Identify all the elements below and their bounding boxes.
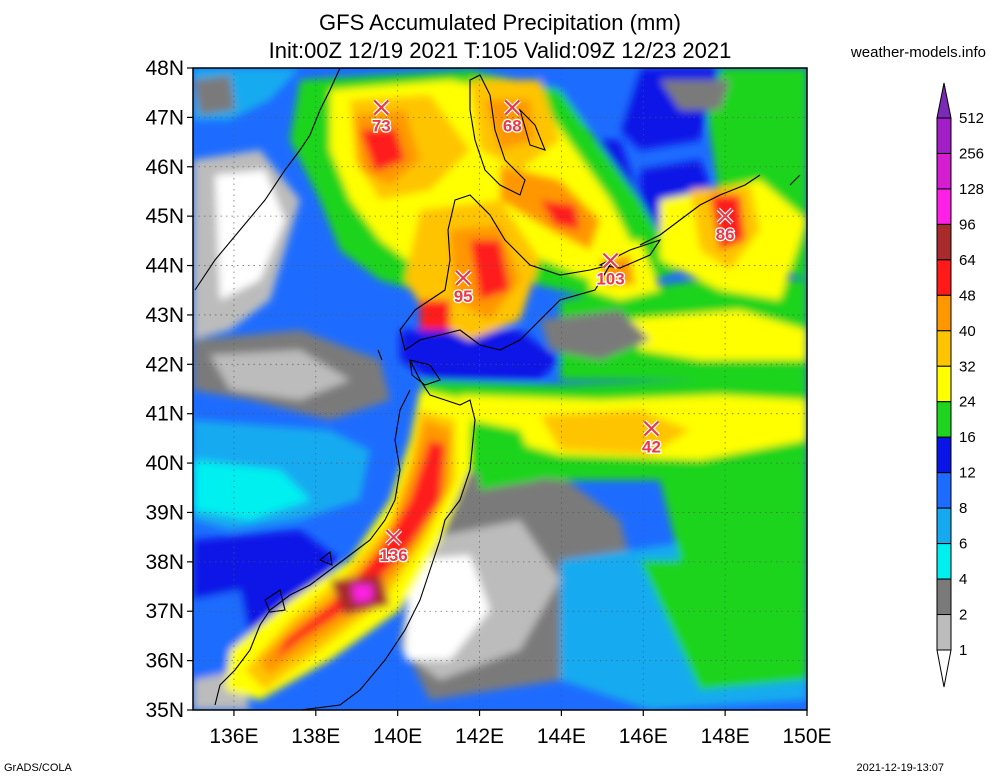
colorbar-swatch (936, 117, 952, 154)
lat-tick-label: 38N (145, 551, 184, 574)
colorbar-label: 64 (959, 252, 976, 269)
colorbar-label: 12 (959, 465, 976, 482)
max-marker: 42 (641, 419, 662, 458)
map-axes: 48N 47N 46N 45N 44N 43N 42N 41N 40N 39N 38N 37N 36N 3… (145, 57, 831, 748)
colorbar-label: 24 (959, 394, 976, 411)
max-marker: 95 (452, 269, 474, 307)
colorbar-swatch (936, 259, 952, 296)
colorbar-swatch (936, 365, 952, 403)
lon-tick-label: 136E (209, 725, 258, 748)
lat-tick-label: 45N (145, 205, 184, 228)
colorbar-label: 16 (959, 429, 976, 446)
lon-tick-label: 146E (619, 725, 668, 748)
colorbar-bottom-arrow (936, 649, 952, 688)
lon-tick-label: 140E (373, 725, 422, 748)
colorbar-label: 4 (959, 571, 967, 588)
max-marker: 73 (371, 98, 392, 137)
colorbar-swatch (936, 330, 952, 367)
colorbar-label: 512 (959, 110, 984, 127)
colorbar-label: 6 (959, 536, 967, 553)
marker-value: 42 (642, 438, 661, 457)
marker-cross-icon (373, 99, 390, 116)
colorbar-swatch (936, 294, 952, 332)
lat-tick-label: 40N (145, 452, 184, 475)
lat-tick-label: 43N (145, 304, 184, 327)
coastlines (194, 68, 801, 710)
marker-cross-icon (602, 252, 619, 269)
colorbar-label: 2 (959, 607, 967, 624)
footer-software: GrADS/COLA (4, 762, 72, 774)
lon-tick-label: 150E (782, 725, 831, 748)
colorbar-label: 8 (959, 500, 967, 517)
marker-value: 103 (596, 270, 624, 289)
colorbar-swatch (936, 543, 952, 580)
lon-tick-label: 148E (701, 725, 750, 748)
colorbar-label: 40 (959, 323, 976, 340)
colorbar-label: 32 (959, 358, 976, 375)
site-credit: weather-models.info (850, 44, 986, 61)
lat-tick-label: 41N (145, 403, 184, 426)
marker-cross-icon (455, 270, 471, 286)
lat-tick-label: 44N (145, 255, 184, 278)
lon-tick-label: 144E (537, 725, 586, 748)
lat-tick-label: 36N (145, 650, 184, 673)
max-marker: 103 (595, 252, 626, 290)
colorbar-label: 1 (959, 642, 967, 659)
precip-field (193, 68, 807, 710)
max-marker: 86 (714, 207, 736, 245)
colorbar-swatch (936, 401, 952, 438)
marker-cross-icon (643, 420, 660, 437)
marker-value: 68 (503, 117, 522, 136)
marker-cross-icon (385, 529, 402, 545)
lat-tick-label: 42N (145, 353, 184, 376)
colorbar-swatch (936, 436, 952, 474)
chart-title: GFS Accumulated Precipitation (mm) (319, 10, 681, 35)
marker-value: 86 (716, 225, 735, 244)
colorbar-label: 128 (959, 181, 984, 198)
max-marker: 136 (378, 528, 409, 566)
graticule (193, 68, 807, 710)
marker-value: 95 (454, 287, 473, 306)
lat-tick-label: 48N (145, 57, 184, 80)
marker-cross-icon (717, 208, 733, 224)
lat-tick-label: 39N (145, 501, 184, 524)
lat-tick-label: 37N (145, 600, 184, 623)
lon-tick-label: 138E (291, 725, 340, 748)
colorbar-swatch (936, 188, 952, 225)
marker-value: 73 (372, 117, 391, 136)
footer-timestamp: 2021-12-19-13:07 (856, 762, 944, 774)
lat-tick-label: 35N (145, 699, 184, 722)
marker-cross-icon (504, 99, 521, 116)
colorbar-swatch (936, 614, 952, 651)
colorbar-label: 48 (959, 287, 976, 304)
lat-tick-label: 46N (145, 156, 184, 179)
colorbar-swatch (936, 223, 952, 261)
map-frame (192, 67, 808, 711)
colorbar-swatch (936, 578, 952, 616)
colorbar-top-arrow (936, 82, 952, 119)
colorbar-swatch (936, 507, 952, 545)
marker-value: 136 (379, 546, 407, 565)
colorbar-swatch (936, 152, 952, 190)
colorbar-swatch (936, 472, 952, 509)
max-marker: 68 (502, 98, 523, 137)
colorbar-label: 256 (959, 145, 984, 162)
lon-tick-label: 142E (455, 725, 504, 748)
chart-subtitle: Init:00Z 12/19 2021 T:105 Valid:09Z 12/2… (268, 38, 732, 63)
lat-tick-label: 47N (145, 106, 184, 129)
colorbar-label: 96 (959, 216, 976, 233)
max-markers: 73 68 86 103 95 42 136 (371, 98, 736, 566)
